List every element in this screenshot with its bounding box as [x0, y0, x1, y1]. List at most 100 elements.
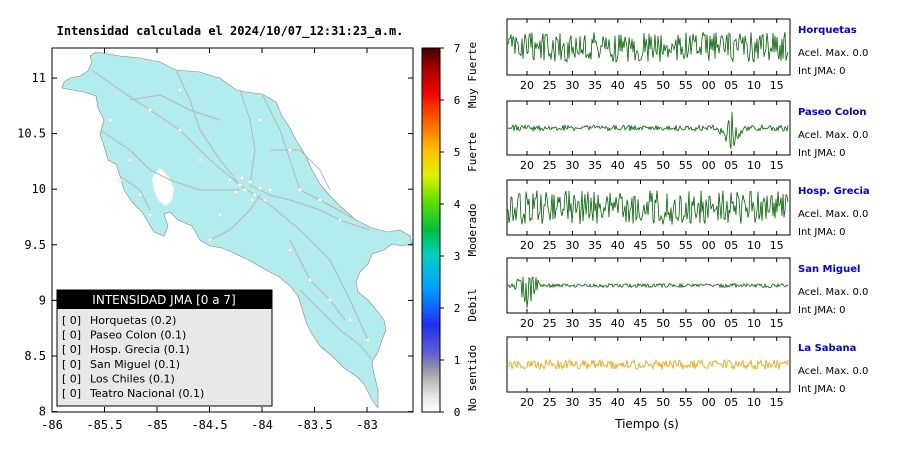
waveform-tick-label: 50 — [656, 239, 670, 252]
map-x-tick-label: -85 — [146, 418, 168, 432]
waveform-tick-label: 50 — [656, 317, 670, 330]
colorbar-tick-label: 6 — [454, 94, 461, 107]
waveform-tick-label: 40 — [611, 79, 625, 92]
colorbar-tick-label: 3 — [454, 250, 461, 263]
waveform-tick-label: 35 — [588, 159, 602, 172]
city-marker — [253, 193, 257, 197]
waveform-tick-label: 30 — [565, 159, 579, 172]
colorbar-tick-label: 4 — [454, 198, 461, 211]
city-marker — [258, 186, 262, 190]
waveform-tick-label: 35 — [588, 79, 602, 92]
map-axes: -86 -85.5 -85 -84.5 -84 -83.5 -83 11 10.5 10 9.5 9 8… — [17, 48, 413, 432]
colorbar-tick-label: 7 — [454, 42, 461, 55]
station-accel: Acel. Max. 0.0 — [798, 209, 868, 220]
waveform-tick-label: 10 — [747, 239, 761, 252]
waveform-tick-label: 40 — [611, 159, 625, 172]
map-y-tick-label: 10 — [32, 182, 46, 196]
legend-item-value: [ 0] — [62, 314, 81, 327]
station-intensity: Int JMA: 0 — [798, 66, 846, 77]
legend-item-station: Horquetas (0.2) — [90, 314, 176, 327]
waveform-trace — [507, 190, 789, 225]
waveform-tick-label: 15 — [770, 239, 784, 252]
city-marker — [178, 88, 182, 92]
map-y-tick-label: 9.5 — [24, 238, 46, 252]
city-marker — [238, 183, 242, 187]
legend-item-station: Hosp. Grecia (0.1) — [90, 343, 190, 356]
station-accel: Acel. Max. 0.0 — [798, 130, 868, 141]
waveform-tick-label: 50 — [656, 159, 670, 172]
waveform-tick-label: 00 — [702, 396, 716, 409]
waveform-tick-label: 55 — [679, 159, 693, 172]
road — [261, 93, 361, 223]
city-marker — [148, 108, 152, 112]
waveform-panel: 20 25 30 35 40 45 50 55 00 05 10 15 Horquetas Acel. M… — [506, 18, 868, 92]
legend-item-value: [ 0] — [62, 358, 81, 371]
city-marker — [108, 118, 112, 122]
waveform-tick-label: 05 — [724, 79, 738, 92]
map-x-tick-label: -83.5 — [296, 418, 332, 432]
city-marker — [208, 238, 212, 242]
map-x-tick-label: -84 — [251, 418, 273, 432]
colorbar-category-label: Debil — [466, 288, 479, 321]
city-marker — [248, 180, 252, 184]
waveform-tick-label: 55 — [679, 317, 693, 330]
city-marker — [308, 278, 312, 282]
colorbar-category-label: Moderado — [466, 204, 479, 257]
map-y-tick-label: 8.5 — [24, 349, 46, 363]
station-name: San Miguel — [798, 264, 860, 275]
waveform-tick-label: 25 — [543, 239, 557, 252]
waveform-tick-label: 10 — [747, 159, 761, 172]
legend-item-station: Paseo Colon (0.1) — [90, 329, 186, 342]
waveform-tick-label: 05 — [724, 159, 738, 172]
waveform-tick-label: 25 — [543, 159, 557, 172]
city-marker — [128, 158, 132, 162]
city-marker — [148, 213, 152, 217]
city-marker — [240, 176, 244, 180]
waveform-tick-label: 00 — [702, 317, 716, 330]
waveform-trace — [507, 276, 789, 309]
legend-box — [56, 289, 273, 407]
road — [299, 289, 373, 361]
station-name: Hosp. Grecia — [798, 186, 870, 197]
road — [239, 89, 256, 186]
waveform-tick-label: 10 — [747, 396, 761, 409]
station-intensity: Int JMA: 0 — [798, 384, 846, 395]
waveform-tick-label: 00 — [702, 79, 716, 92]
station-accel: Acel. Max. 0.0 — [798, 366, 868, 377]
station-intensity: Int JMA: 0 — [798, 305, 846, 316]
legend-item-station: San Miguel (0.1) — [90, 358, 180, 371]
city-marker — [234, 190, 238, 194]
legend-item-value: [ 0] — [62, 372, 81, 385]
station-name: Horquetas — [798, 25, 857, 36]
gulf-nicoya-water — [152, 168, 174, 206]
waveform-tick-label: 45 — [634, 79, 648, 92]
station-intensity: Int JMA: 0 — [798, 227, 846, 238]
legend-item-station: Teatro Nacional (0.1) — [89, 387, 204, 400]
waveform-tick-label: 45 — [634, 239, 648, 252]
waveform-tick-label: 40 — [611, 317, 625, 330]
waveform-tick-label: 20 — [520, 79, 534, 92]
colorbar-gradient — [421, 47, 441, 413]
city-marker — [218, 213, 222, 217]
city-marker — [298, 188, 302, 192]
waveform-tick-label: 35 — [588, 239, 602, 252]
waveform-tick-label: 40 — [611, 239, 625, 252]
costa-rica-land — [61, 51, 413, 409]
colorbar-tick-label: 0 — [454, 406, 461, 419]
road — [209, 194, 261, 241]
legend-item-station: Los Chiles (0.1) — [90, 372, 175, 385]
city-marker — [178, 128, 182, 132]
waveform-trace — [507, 358, 789, 371]
map-title: Intensidad calculada el 2024/10/07_12:31… — [57, 24, 404, 39]
waveform-trace — [507, 32, 789, 64]
road — [175, 69, 241, 186]
legend-item-value: [ 0] — [62, 387, 81, 400]
waveform-panel: 20 25 30 35 40 45 50 55 00 05 10 15 Hosp. Grecia Acel… — [506, 179, 870, 252]
waveform-tick-label: 15 — [770, 396, 784, 409]
city-markers — [108, 88, 370, 342]
waveform-panels: 20 25 30 35 40 45 50 55 00 05 10 15 Horquetas Acel. M… — [506, 18, 870, 409]
city-marker — [288, 248, 292, 252]
waveform-panel: 20 25 30 35 40 45 50 55 00 05 10 15 La Sabana Acel. M… — [506, 336, 868, 409]
